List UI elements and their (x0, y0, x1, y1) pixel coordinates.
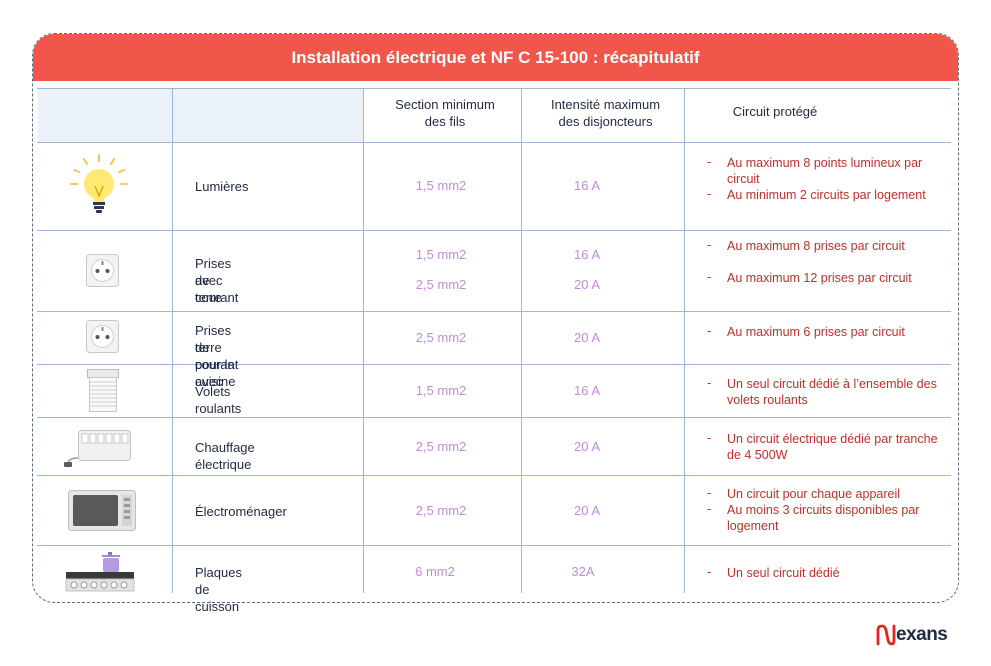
row-divider (37, 417, 951, 418)
row-label: Lumières (195, 179, 249, 194)
section-value: 2,5 mm2 (415, 277, 467, 292)
row-divider (37, 88, 951, 89)
row-label: Prises de courant avec (195, 323, 239, 389)
row-divider (37, 142, 951, 143)
section-value: 2,5 mm2 (415, 503, 467, 518)
section-value: 2,5 mm2 (415, 439, 467, 454)
column-header-circuit: Circuit protégé (732, 104, 818, 119)
section-value: 1,5 mm2 (415, 383, 467, 398)
section-value: 1,5 mm2 (415, 247, 467, 262)
cooktop-icon (65, 552, 135, 592)
note-bullet: - (707, 155, 712, 169)
intensite-value: 16 A (573, 383, 601, 398)
column-divider (363, 88, 364, 593)
note-bullet: - (707, 376, 712, 390)
nexans-n-icon (876, 624, 896, 646)
brand-name: exans (896, 624, 948, 645)
note-text: Au maximum 8 points lumineux par circuit (727, 156, 923, 186)
electric-heater-icon (64, 430, 131, 467)
note-bullet: - (707, 486, 712, 500)
intensite-value: 20 A (573, 439, 601, 454)
header-line: des disjoncteurs (558, 114, 653, 129)
note-text: Au minimum 2 circuits par logement (727, 188, 926, 202)
row-divider (37, 230, 951, 231)
section-value: 2,5 mm2 (415, 330, 467, 345)
row-divider (37, 545, 951, 546)
intensite-value: 20 A (573, 503, 601, 518)
note-bullet: - (707, 238, 712, 252)
note-bullet: - (707, 431, 712, 445)
socket-icon (86, 254, 119, 287)
row-label: Électroménager (195, 504, 287, 519)
microwave-icon (68, 490, 136, 531)
note-text: Au moins 3 circuits disponibles par loge… (727, 503, 920, 533)
header-line: Section minimum (395, 97, 495, 112)
note-text: Au maximum 6 prises par circuit (727, 325, 905, 339)
summary-card: Installation électrique et NF C 15-100 :… (32, 33, 959, 603)
brand-logo: exans (876, 624, 948, 646)
column-header-intensite: Intensité maximum des disjoncteurs (528, 96, 683, 130)
note-text: Un circuit électrique dédié par tranche … (727, 432, 938, 462)
row-label: Prises de courant (195, 256, 239, 305)
note-text: Un seul circuit dédié (727, 566, 840, 580)
note-text: Au maximum 8 prises par circuit (727, 239, 905, 253)
row-label: terre pour la cuisine (195, 340, 236, 389)
intensite-value: 20 A (573, 277, 601, 292)
note-text: Un seul circuit dédié à l’ensemble des v… (727, 377, 937, 407)
note-bullet: - (707, 502, 712, 516)
note-bullet: - (707, 324, 712, 338)
roller-shutter-icon (87, 369, 119, 412)
section-value: 6 mm2 (415, 564, 455, 579)
section-value: 1,5 mm2 (415, 178, 467, 193)
row-label: Chauffage électrique (195, 440, 255, 472)
lightbulb-icon (70, 154, 128, 213)
note-bullet: - (707, 270, 712, 284)
note-text: Au maximum 12 prises par circuit (727, 271, 912, 285)
column-header-section: Section minimum des fils (370, 96, 520, 130)
column-divider (684, 88, 685, 593)
intensite-value: 20 A (573, 330, 601, 345)
note-bullet: - (707, 565, 712, 579)
header-line: Intensité maximum (550, 97, 661, 112)
header-line: des fils (424, 114, 466, 129)
row-label: Plaques de cuisson (195, 565, 242, 614)
note-text: Un circuit pour chaque appareil (727, 487, 901, 501)
column-divider (521, 88, 522, 593)
socket-icon (86, 320, 119, 353)
table-title: Installation électrique et NF C 15-100 :… (33, 34, 958, 81)
row-divider (37, 364, 951, 365)
row-label: avec terre (195, 273, 223, 305)
row-divider (37, 311, 951, 312)
intensite-value: 16 A (573, 247, 601, 262)
header-shade (38, 89, 363, 142)
column-divider (172, 88, 173, 593)
row-label: Volets roulants (195, 384, 242, 416)
intensite-value: 16 A (573, 178, 601, 193)
intensite-value: 32A (571, 564, 595, 579)
row-divider (37, 475, 951, 476)
note-bullet: - (707, 187, 712, 201)
